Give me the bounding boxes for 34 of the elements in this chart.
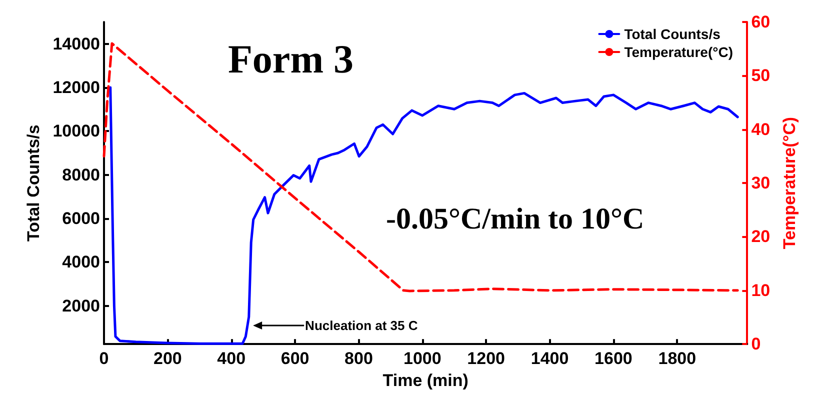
y-tick-label: 14000 <box>52 34 100 54</box>
x-tick-label: 400 <box>217 349 246 368</box>
y-tick-label: 12000 <box>52 78 100 98</box>
y-tick-label: 8000 <box>62 165 100 184</box>
x-tick-label: 1200 <box>467 349 506 368</box>
annotation: Nucleation at 35 C <box>305 318 418 334</box>
x-tick-label: 0 <box>99 349 109 368</box>
y2-tick-label: 10 <box>751 280 770 300</box>
annotation: -0.05°C/min to 10°C <box>386 202 644 236</box>
x-tick-label: 600 <box>280 349 310 368</box>
x-axis-title: Time (min) <box>382 371 468 390</box>
x-tick-label: 1000 <box>403 349 442 368</box>
y-tick-label: 10000 <box>52 122 100 141</box>
chart-title: Form 3 <box>228 36 354 82</box>
y2-tick-label: 60 <box>751 12 770 32</box>
y2-tick-label: 40 <box>751 120 770 139</box>
line-series <box>109 86 739 345</box>
y-tick-label: 4000 <box>62 252 100 272</box>
y2-axis-title: Temperature(°C) <box>780 116 799 250</box>
x-tick-label: 1400 <box>530 349 569 368</box>
x-tick-label: 200 <box>153 349 182 368</box>
line-series <box>102 42 739 292</box>
x-tick-label: 800 <box>344 349 373 368</box>
y2-tick-label: 20 <box>751 227 770 246</box>
y-axis-title: Total Counts/s <box>24 124 43 242</box>
x-tick-label: 1600 <box>594 349 632 368</box>
y2-tick-label: 30 <box>751 174 770 193</box>
y2-tick-label: 50 <box>751 66 770 86</box>
legend-label: Temperature(°C) <box>624 44 734 60</box>
x-tick-label: 1800 <box>658 349 696 368</box>
y2-tick-label: 0 <box>751 334 761 354</box>
legend-label: Total Counts/s <box>624 26 721 42</box>
y-tick-label: 2000 <box>62 296 100 316</box>
y-tick-label: 6000 <box>62 209 100 228</box>
